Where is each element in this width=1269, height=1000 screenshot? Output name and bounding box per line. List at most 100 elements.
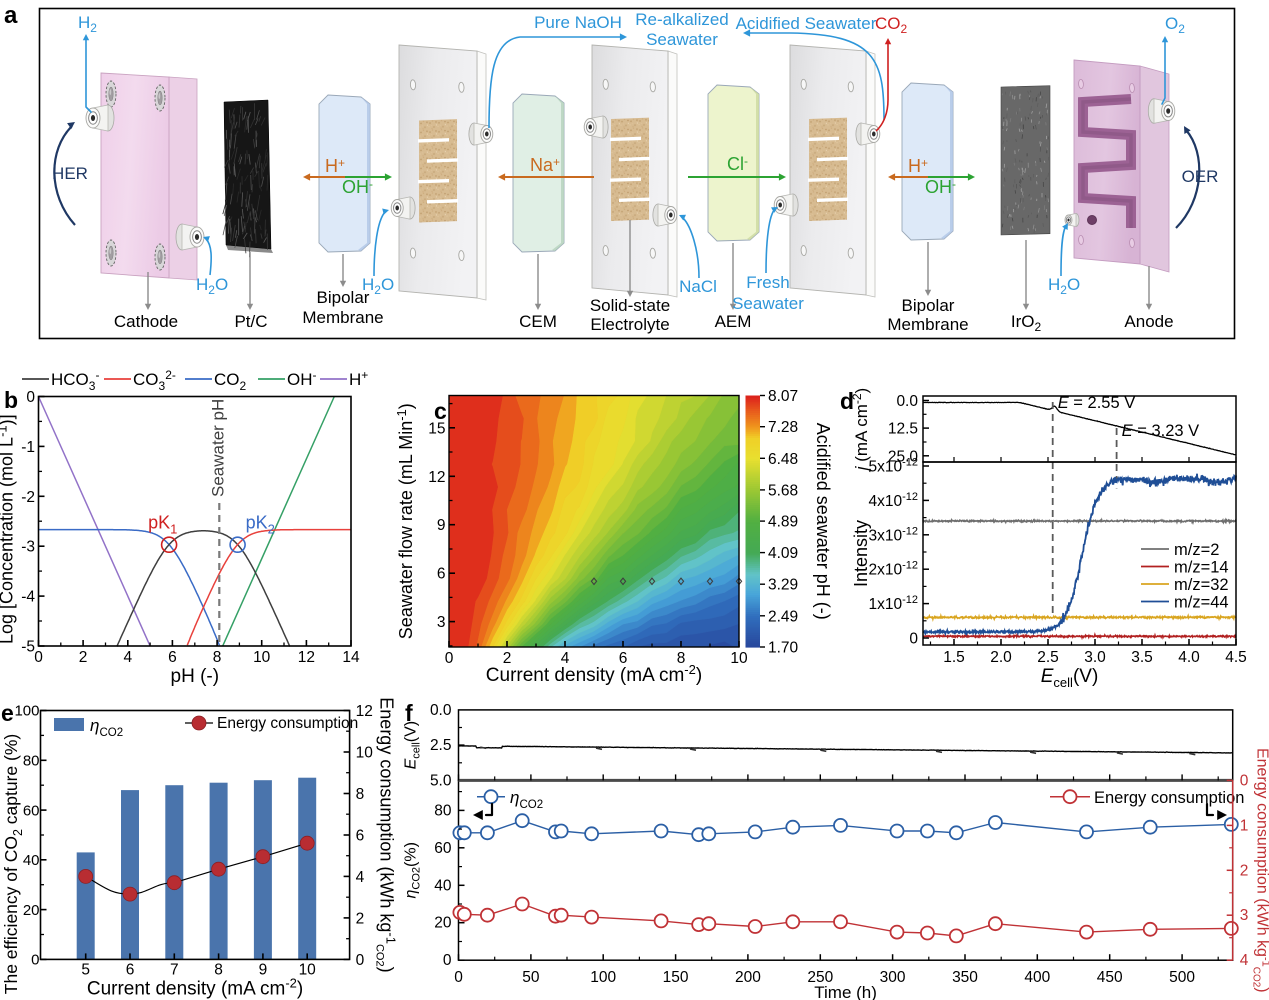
svg-text:6: 6 xyxy=(126,961,135,978)
svg-text:40: 40 xyxy=(23,852,40,869)
svg-text:Seawater flow rate (mL Min-1): Seawater flow rate (mL Min-1) xyxy=(394,403,416,639)
svg-text:-4: -4 xyxy=(21,589,35,606)
svg-text:50: 50 xyxy=(522,969,540,986)
svg-text:2: 2 xyxy=(79,649,88,666)
svg-text:400: 400 xyxy=(1024,969,1050,986)
svg-text:pH (-): pH (-) xyxy=(171,666,220,687)
svg-text:0: 0 xyxy=(26,389,35,406)
svg-text:m/z=2: m/z=2 xyxy=(1174,541,1219,559)
svg-text:Pure NaOH: Pure NaOH xyxy=(534,13,622,32)
svg-text:3.0: 3.0 xyxy=(1084,649,1106,666)
svg-text:0: 0 xyxy=(356,952,365,969)
svg-text:0.0: 0.0 xyxy=(896,393,918,410)
svg-text:0: 0 xyxy=(31,952,39,969)
svg-text:10: 10 xyxy=(730,650,748,667)
svg-text:12.5: 12.5 xyxy=(888,421,918,438)
svg-text:8: 8 xyxy=(356,786,365,803)
svg-text:Solid-state: Solid-state xyxy=(590,296,670,315)
svg-text:8.07: 8.07 xyxy=(768,388,798,405)
svg-text:6.48: 6.48 xyxy=(768,451,798,468)
svg-text:E = 2.55 V: E = 2.55 V xyxy=(1058,394,1136,412)
svg-text:Current density (mA cm-2): Current density (mA cm-2) xyxy=(486,662,702,686)
svg-text:8: 8 xyxy=(677,650,686,667)
svg-text:0.0: 0.0 xyxy=(430,702,452,719)
svg-text:E = 3.23 V: E = 3.23 V xyxy=(1122,422,1200,440)
svg-text:100: 100 xyxy=(590,969,616,986)
svg-text:4.09: 4.09 xyxy=(768,545,798,562)
svg-text:Time (h): Time (h) xyxy=(814,983,877,1000)
svg-text:3.5: 3.5 xyxy=(1131,649,1153,666)
svg-text:c: c xyxy=(434,398,447,424)
svg-text:Ecell(V): Ecell(V) xyxy=(1041,666,1099,690)
svg-text:4: 4 xyxy=(356,869,365,886)
svg-text:d: d xyxy=(840,388,854,414)
svg-text:Fresh: Fresh xyxy=(746,273,789,292)
svg-text:5: 5 xyxy=(81,961,90,978)
svg-text:0: 0 xyxy=(454,969,463,986)
svg-text:2.49: 2.49 xyxy=(768,608,798,625)
svg-text:0: 0 xyxy=(34,649,43,666)
svg-text:450: 450 xyxy=(1097,969,1123,986)
svg-text:5.0: 5.0 xyxy=(430,772,452,789)
svg-text:Energy consumption (kWh kg-1CO: Energy consumption (kWh kg-1CO2) xyxy=(1251,748,1269,993)
svg-text:1.70: 1.70 xyxy=(768,640,799,657)
svg-text:0: 0 xyxy=(445,650,454,667)
svg-text:Acidified seawater pH (-): Acidified seawater pH (-) xyxy=(813,423,833,620)
svg-text:CEM: CEM xyxy=(519,312,557,331)
svg-text:0: 0 xyxy=(1240,772,1249,789)
svg-text:500: 500 xyxy=(1169,969,1195,986)
svg-text:-5: -5 xyxy=(21,639,35,656)
svg-text:-1: -1 xyxy=(21,439,35,456)
svg-text:2: 2 xyxy=(1240,862,1249,879)
svg-text:m/z=32: m/z=32 xyxy=(1174,576,1229,594)
svg-text:80: 80 xyxy=(434,802,452,819)
svg-text:Acidified Seawater: Acidified Seawater xyxy=(736,14,877,33)
svg-text:Membrane: Membrane xyxy=(887,315,968,334)
svg-text:80: 80 xyxy=(23,753,40,770)
svg-text:10: 10 xyxy=(356,745,374,762)
svg-text:1.5: 1.5 xyxy=(943,649,965,666)
svg-text:60: 60 xyxy=(434,840,452,857)
svg-text:4.0: 4.0 xyxy=(1178,649,1200,666)
svg-text:12: 12 xyxy=(356,703,373,720)
svg-text:8: 8 xyxy=(214,961,223,978)
svg-text:20: 20 xyxy=(23,902,40,919)
svg-text:6: 6 xyxy=(437,566,446,583)
svg-text:Re-alkalized: Re-alkalized xyxy=(635,10,729,29)
svg-text:4.89: 4.89 xyxy=(768,514,798,531)
svg-text:HER: HER xyxy=(52,164,88,183)
svg-text:Energy consumption: Energy consumption xyxy=(1094,789,1244,807)
svg-text:3: 3 xyxy=(1240,907,1249,924)
svg-text:4: 4 xyxy=(561,650,570,667)
svg-text:6: 6 xyxy=(168,649,177,666)
svg-text:2.5: 2.5 xyxy=(1037,649,1059,666)
svg-text:4: 4 xyxy=(123,649,132,666)
svg-text:Energy consumption: Energy consumption xyxy=(217,715,358,732)
svg-text:200: 200 xyxy=(735,969,761,986)
svg-text:Cl-: Cl- xyxy=(727,154,748,174)
svg-text:300: 300 xyxy=(880,969,906,986)
svg-text:Electrolyte: Electrolyte xyxy=(590,315,669,334)
svg-text:CO2: CO2 xyxy=(214,370,247,393)
svg-text:Seawater pH: Seawater pH xyxy=(208,399,227,497)
svg-text:0: 0 xyxy=(443,952,452,969)
svg-text:j (mA cm-2): j (mA cm-2) xyxy=(850,388,871,472)
svg-text:5.68: 5.68 xyxy=(768,482,798,499)
svg-text:12: 12 xyxy=(298,649,315,666)
svg-text:Seawater: Seawater xyxy=(646,30,718,49)
svg-text:1: 1 xyxy=(1240,817,1249,834)
svg-text:Ecell(V): Ecell(V) xyxy=(403,721,423,770)
svg-text:0: 0 xyxy=(909,631,918,648)
svg-text:15: 15 xyxy=(428,420,445,437)
svg-text:9: 9 xyxy=(437,517,446,534)
svg-text:H2O: H2O xyxy=(1048,275,1080,297)
svg-text:20: 20 xyxy=(434,915,452,932)
svg-text:14: 14 xyxy=(342,649,360,666)
svg-text:NaCl: NaCl xyxy=(679,277,717,296)
svg-text:Energy consumption (kWh kg-1CO: Energy consumption (kWh kg-1CO2) xyxy=(374,697,399,972)
svg-text:IrO2: IrO2 xyxy=(1011,312,1042,334)
svg-text:e: e xyxy=(1,700,14,726)
svg-text:4.5: 4.5 xyxy=(1225,649,1247,666)
svg-text:CO2: CO2 xyxy=(875,14,908,36)
svg-text:OH-: OH- xyxy=(342,177,373,197)
